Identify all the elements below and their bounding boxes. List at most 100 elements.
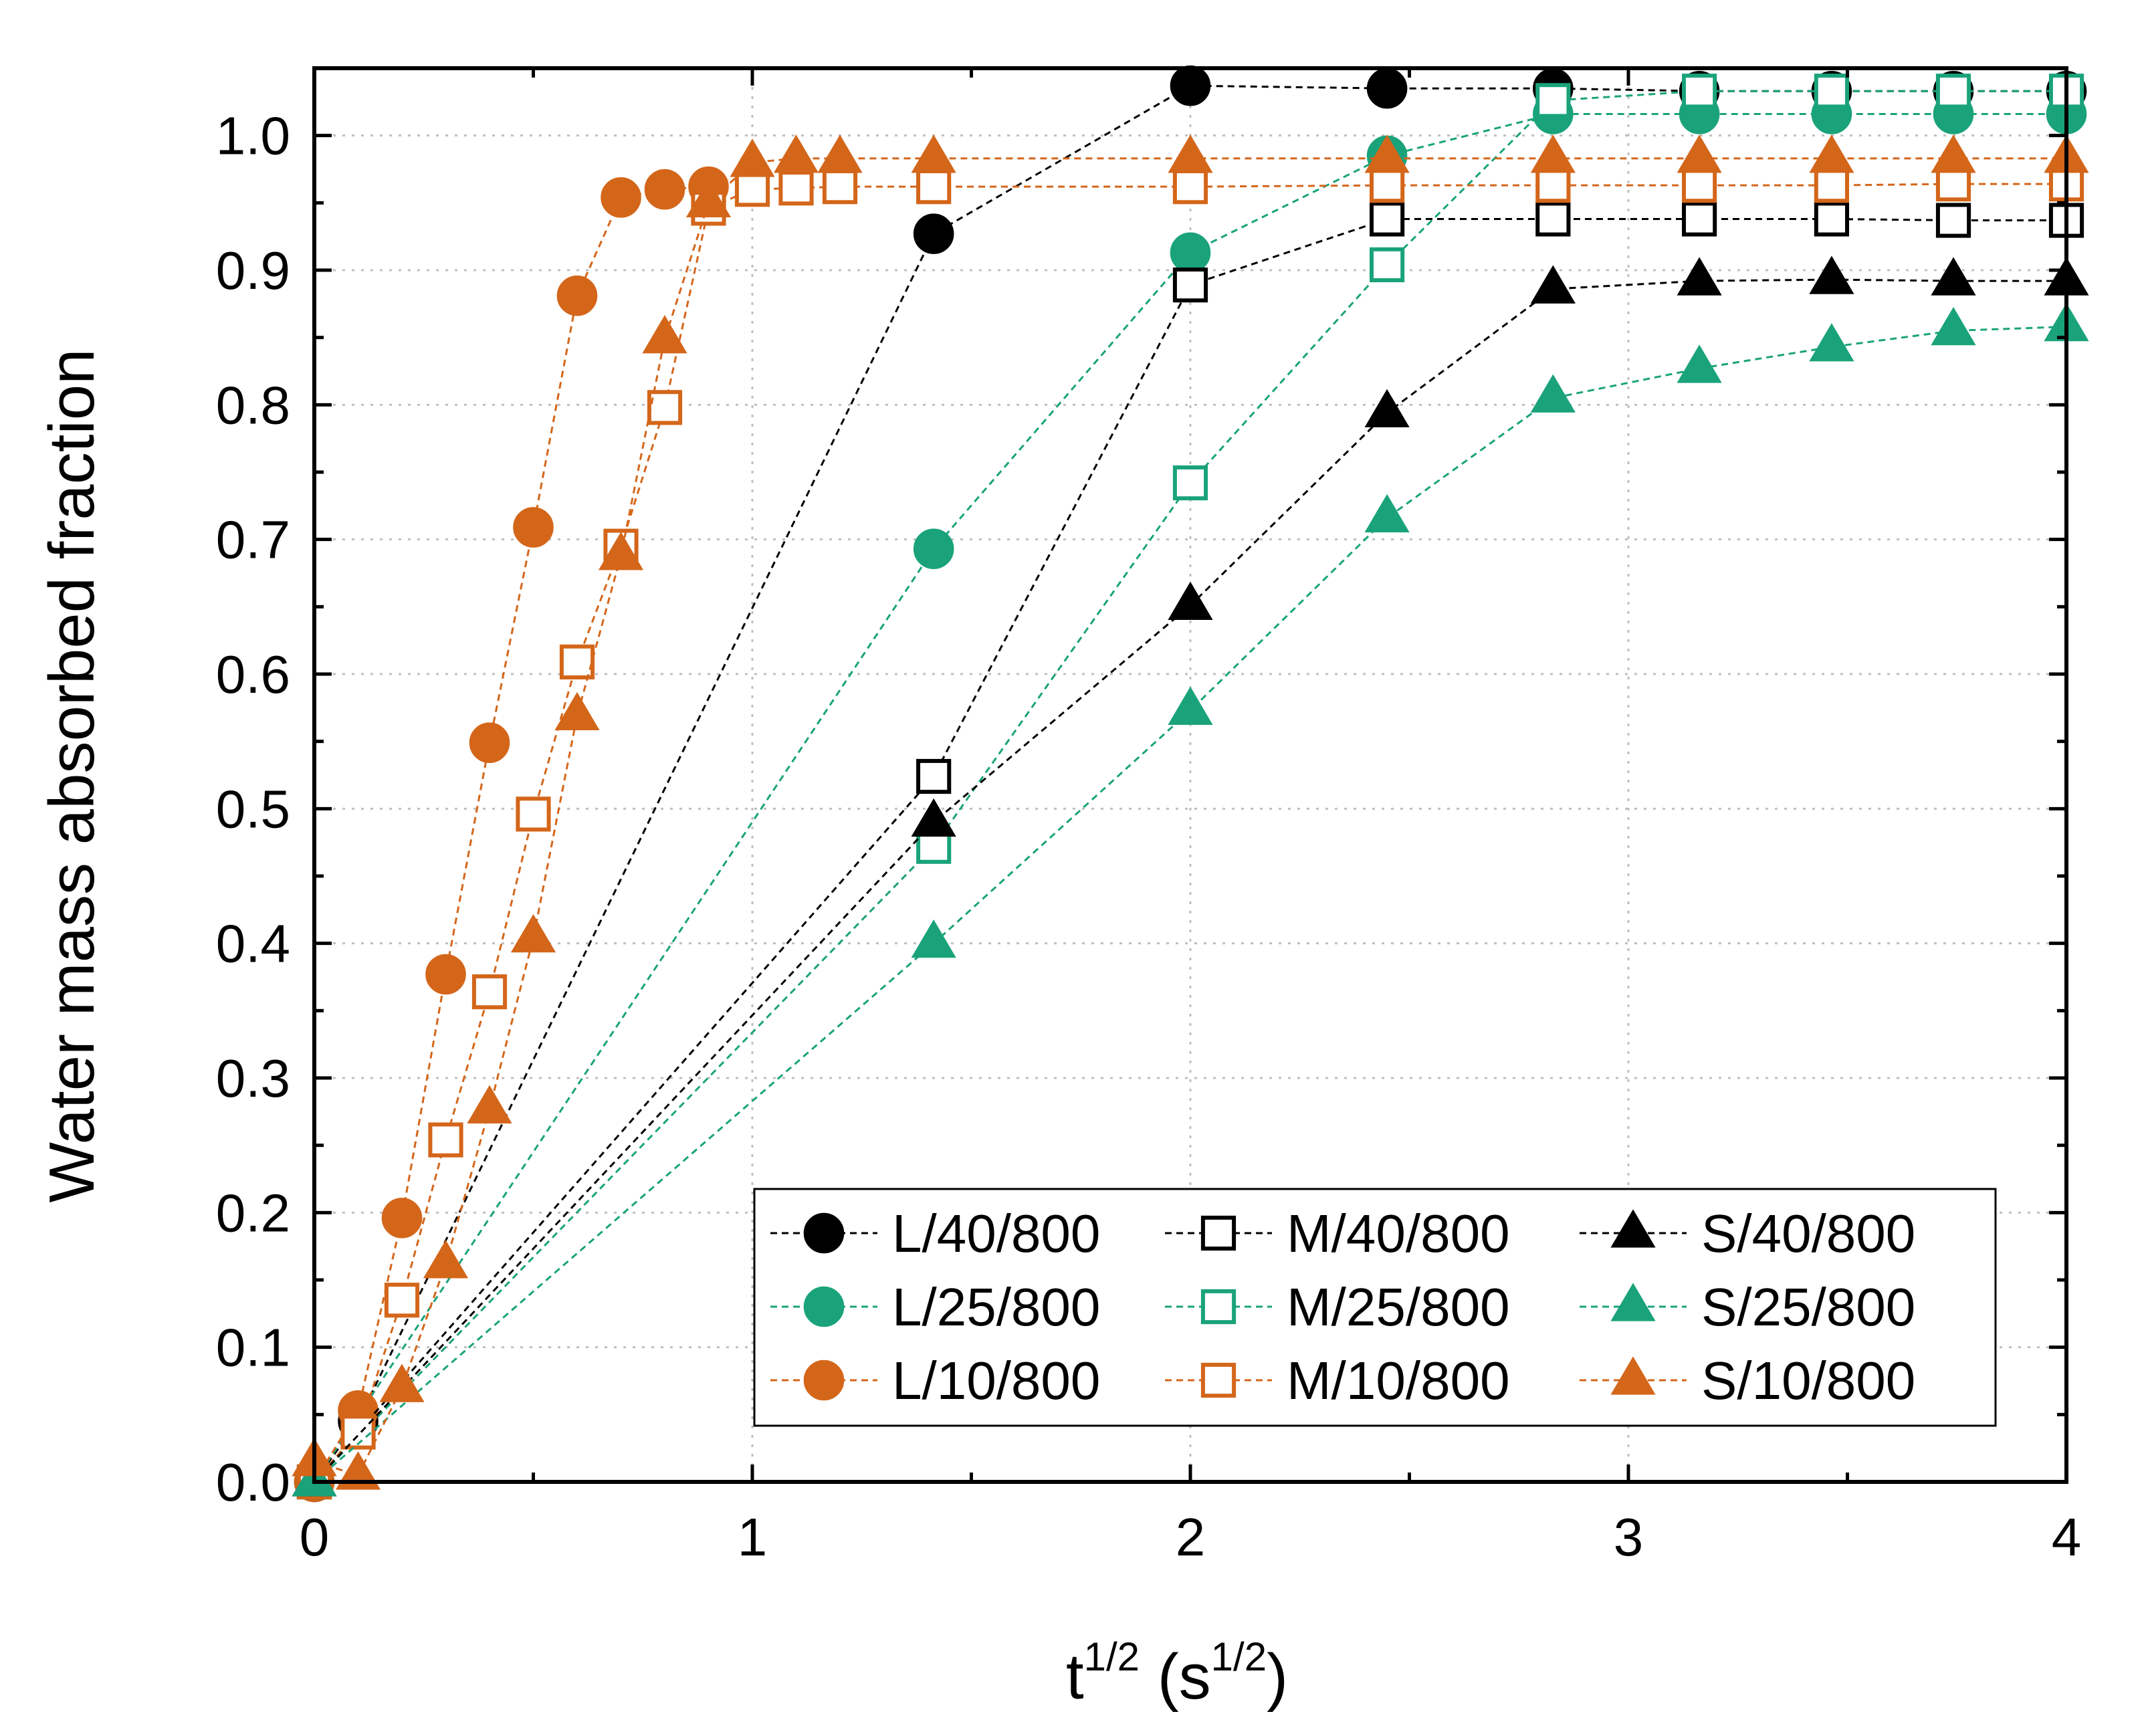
data-point-m-10-800 xyxy=(647,390,683,425)
data-point-l-25-800 xyxy=(913,528,954,570)
data-point-s-10-800 xyxy=(1530,134,1576,173)
data-point-s-10-800 xyxy=(423,1240,469,1279)
y-tick-label: 0.0 xyxy=(216,1452,290,1512)
data-point-l-10-800 xyxy=(556,275,598,316)
data-point-s-40-800 xyxy=(1677,257,1722,296)
data-point-s-10-800 xyxy=(1677,134,1722,173)
x-axis-title-base: t xyxy=(1066,1641,1084,1713)
data-point-s-10-800 xyxy=(467,1085,512,1123)
data-point-s-10-800 xyxy=(911,134,956,173)
data-point-m-10-800 xyxy=(1535,168,1571,203)
data-point-s-10-800 xyxy=(642,315,687,354)
legend-item-l-25-800: L/25/800 xyxy=(770,1277,1100,1337)
legend-swatch-marker xyxy=(1610,1356,1656,1395)
y-tick-label: 0.1 xyxy=(216,1318,290,1378)
data-point-m-40-800 xyxy=(1682,201,1717,237)
x-axis-title: t1/2 (s1/2) xyxy=(1066,1634,1288,1713)
data-point-s-10-800 xyxy=(1931,134,1976,173)
data-point-l-10-800 xyxy=(469,722,510,763)
legend-box xyxy=(753,1188,1997,1427)
data-point-l-10-800 xyxy=(381,1198,423,1238)
legend-item-m-25-800: M/25/800 xyxy=(1165,1277,1510,1337)
x-axis-title-base-exponent: 1/2 xyxy=(1084,1634,1140,1679)
legend-label: M/25/800 xyxy=(1287,1277,1510,1337)
legend-swatch-marker xyxy=(803,1286,845,1327)
data-point-l-10-800 xyxy=(601,177,641,218)
data-point-m-10-800 xyxy=(340,1414,376,1450)
data-point-m-10-800 xyxy=(1935,167,1971,202)
data-point-m-25-800 xyxy=(1935,74,1971,109)
data-point-m-10-800 xyxy=(516,796,551,832)
labels-layer: 0 1 2 3 4 0.0 0.1 0.2 0.3 0.4 0.5 0.6 0.7 0.8 0.9 1.0 xyxy=(216,106,2081,1567)
legend-label: L/40/800 xyxy=(892,1204,1100,1263)
y-tick-label: 0.4 xyxy=(216,914,290,974)
data-point-m-40-800 xyxy=(1814,201,1850,237)
data-point-s-40-800 xyxy=(911,798,956,837)
legend-item-m-10-800: M/10/800 xyxy=(1165,1351,1510,1410)
data-point-l-10-800 xyxy=(644,169,685,210)
data-point-s-10-800 xyxy=(510,913,556,953)
data-point-m-25-800 xyxy=(1369,247,1405,283)
legend-item-s-10-800: S/10/800 xyxy=(1580,1351,1915,1410)
data-point-s-10-800 xyxy=(335,1451,381,1490)
data-point-m-40-800 xyxy=(1369,201,1405,237)
data-point-m-10-800 xyxy=(734,172,770,207)
data-point-l-10-800 xyxy=(425,954,466,995)
legend-label: L/10/800 xyxy=(892,1351,1100,1410)
y-tick-label: 0.2 xyxy=(216,1183,290,1242)
y-tick-label: 0.6 xyxy=(216,645,290,704)
legend-swatch-marker xyxy=(803,1360,845,1401)
x-axis-title-close: ) xyxy=(1267,1641,1288,1713)
legend-item-s-40-800: S/40/800 xyxy=(1580,1204,1915,1263)
data-point-l-40-800 xyxy=(913,213,954,254)
data-point-m-10-800 xyxy=(471,974,508,1010)
data-point-m-10-800 xyxy=(428,1122,463,1158)
y-axis-title: Water mass absorbed fraction xyxy=(36,349,108,1203)
data-point-m-10-800 xyxy=(1172,169,1208,205)
legend-swatch-marker xyxy=(1200,1362,1237,1398)
legend-swatch-marker xyxy=(1200,1289,1237,1325)
ticks-layer xyxy=(312,68,2068,1484)
y-tick-label: 0.7 xyxy=(216,510,290,570)
y-tick-label: 0.3 xyxy=(216,1049,290,1108)
series-line-l-10-800 xyxy=(313,185,709,1483)
legend-label: S/40/800 xyxy=(1701,1204,1915,1263)
legend-swatch-marker xyxy=(1610,1283,1656,1321)
data-point-s-25-800 xyxy=(1530,374,1576,413)
legend-swatch-marker xyxy=(803,1212,845,1254)
y-tick-label: 0.8 xyxy=(216,375,290,435)
data-point-s-40-800 xyxy=(1530,265,1576,304)
data-point-s-10-800 xyxy=(554,691,600,731)
data-point-s-40-800 xyxy=(1168,581,1213,620)
data-point-m-10-800 xyxy=(778,171,814,206)
data-point-m-40-800 xyxy=(1172,267,1208,303)
legend-label: S/10/800 xyxy=(1701,1351,1915,1410)
data-point-s-10-800 xyxy=(598,532,644,570)
data-point-s-10-800 xyxy=(685,179,732,217)
data-point-m-40-800 xyxy=(1535,201,1571,237)
legend-label: M/10/800 xyxy=(1287,1351,1510,1410)
series-s-25-800 xyxy=(292,302,2089,1497)
legend: L/40/800 L/25/800 L/10/800 M/40/800 M/25/800… xyxy=(753,1188,1997,1427)
y-tick-label: 0.9 xyxy=(216,241,290,300)
data-point-l-10-800 xyxy=(513,507,554,548)
data-point-s-10-800 xyxy=(817,134,863,173)
data-point-s-25-800 xyxy=(1364,494,1410,533)
legend-swatch-marker xyxy=(1200,1215,1237,1251)
data-point-s-25-800 xyxy=(1168,686,1213,726)
x-axis-title-unit: (s xyxy=(1140,1641,1211,1713)
x-tick-label: 2 xyxy=(1176,1507,1206,1567)
data-point-s-10-800 xyxy=(1364,134,1410,173)
series-l-10-800 xyxy=(294,166,729,1503)
data-point-s-25-800 xyxy=(1809,323,1854,362)
legend-item-l-40-800: L/40/800 xyxy=(770,1204,1100,1263)
data-point-s-10-800 xyxy=(773,134,819,173)
y-tick-label: 0.5 xyxy=(216,779,290,839)
legend-item-l-10-800: L/10/800 xyxy=(770,1351,1100,1410)
legend-label: L/25/800 xyxy=(892,1277,1100,1337)
data-point-s-10-800 xyxy=(1809,134,1854,173)
data-point-m-25-800 xyxy=(1682,74,1717,109)
data-point-s-40-800 xyxy=(1931,257,1976,296)
x-tick-label: 0 xyxy=(300,1507,330,1567)
